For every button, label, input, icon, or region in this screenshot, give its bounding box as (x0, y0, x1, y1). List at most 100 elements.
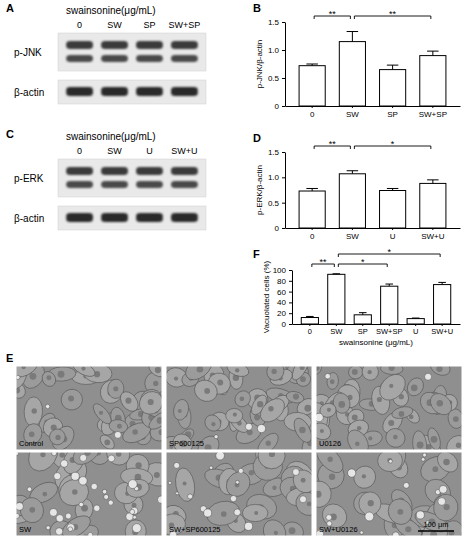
cell (226, 408, 243, 423)
cell (48, 427, 67, 446)
vacuole (204, 509, 212, 517)
vacuole (425, 373, 432, 380)
y-tick: 60 (277, 288, 292, 297)
tick-label: SW (346, 110, 359, 119)
bar (339, 42, 365, 106)
x-tick: SP (358, 324, 368, 336)
cell (380, 366, 403, 375)
nucleus (132, 503, 137, 508)
nucleus (355, 441, 360, 446)
nucleus (154, 472, 160, 478)
micrograph-frame (316, 366, 462, 450)
nucleus (235, 368, 239, 372)
blot-band (136, 213, 163, 222)
cell (59, 387, 84, 412)
vacuole (45, 404, 49, 408)
nucleus (59, 452, 64, 457)
tick-label: SW+U (431, 327, 453, 336)
y-tick: 0 (275, 224, 285, 233)
bar (420, 183, 446, 228)
tick-label: U (413, 327, 418, 336)
bar (328, 274, 345, 324)
y-tick: 20 (277, 309, 292, 318)
nucleus (387, 458, 392, 463)
vacuole (176, 492, 179, 495)
cell (146, 366, 162, 380)
error-bar-cap (387, 65, 399, 66)
nucleus (316, 491, 321, 498)
blot-band (66, 181, 93, 188)
vacuole (88, 532, 93, 536)
x-tick: 0 (310, 228, 315, 241)
row-label: p-ERK (14, 173, 44, 184)
cell (232, 388, 254, 410)
blot-band (66, 41, 93, 49)
nucleus (204, 388, 210, 394)
scale-bar (418, 530, 454, 532)
cell (264, 366, 286, 383)
nucleus (46, 375, 51, 380)
vacuole (16, 502, 23, 510)
micrograph-label: SP600125 (169, 439, 204, 448)
vacuole (216, 452, 225, 460)
tick-label: 1.5 (268, 18, 280, 27)
tick-label: SW+SP (376, 327, 402, 336)
blot-band (101, 213, 128, 222)
bar (354, 315, 371, 324)
significance: ** (312, 257, 334, 267)
significance: ** (314, 139, 350, 149)
vacuole (209, 466, 213, 470)
micrograph-frame (166, 366, 312, 450)
blot-band (101, 55, 128, 62)
y-tick: 0 (275, 102, 285, 111)
vacuole (168, 481, 171, 484)
cell (243, 490, 280, 523)
tick-label: 1.0 (268, 173, 280, 182)
vacuole (27, 487, 32, 492)
significance-label: * (387, 247, 391, 257)
row-label: β-actin (14, 87, 44, 98)
nucleus (320, 429, 324, 433)
plot-marks (299, 32, 446, 106)
western-blot-panel: Aswainsonine(μg/mL)0SWSPSW+SPp-JNKβ-acti… (6, 2, 206, 104)
cell (256, 394, 289, 427)
error-bar (412, 318, 420, 320)
tick-mark (362, 324, 363, 326)
vacuole (128, 480, 137, 489)
micrograph-label: U0126 (319, 439, 341, 448)
tick-mark (352, 106, 353, 108)
vacuole (71, 472, 79, 480)
tick-mark (282, 50, 285, 51)
bar (420, 56, 446, 106)
cell (98, 432, 117, 450)
nucleus (58, 371, 65, 378)
micrograph-frame (16, 452, 162, 536)
error-bar (387, 188, 399, 190)
y-axis: 00.51.01.5 (268, 18, 286, 111)
micrograph-frame (166, 452, 312, 536)
nucleus (444, 504, 450, 510)
lane-label: SW+SP (169, 20, 201, 30)
cell (16, 366, 40, 381)
tick-mark (282, 228, 285, 229)
bar-chart-panel: 00.51.01.50SWSPSW+SP****p-JNK/β-actinB (253, 2, 461, 119)
nucleus (453, 416, 459, 422)
error-bar-cap (438, 282, 446, 283)
nucleus (72, 489, 77, 494)
bar (381, 286, 398, 324)
cell (254, 452, 290, 473)
x-tick: U (390, 228, 396, 241)
significance: * (354, 139, 430, 149)
vacuole (234, 509, 241, 516)
cell (361, 366, 379, 381)
error-bar (306, 188, 318, 191)
nucleus (239, 396, 244, 401)
vacuole (49, 508, 57, 516)
x-tick: 0 (308, 324, 312, 336)
bar (380, 70, 406, 106)
nucleus (155, 367, 161, 373)
micrograph-background (316, 366, 462, 450)
blot-band (171, 213, 198, 222)
cell (426, 426, 443, 450)
vacuole (316, 413, 323, 422)
